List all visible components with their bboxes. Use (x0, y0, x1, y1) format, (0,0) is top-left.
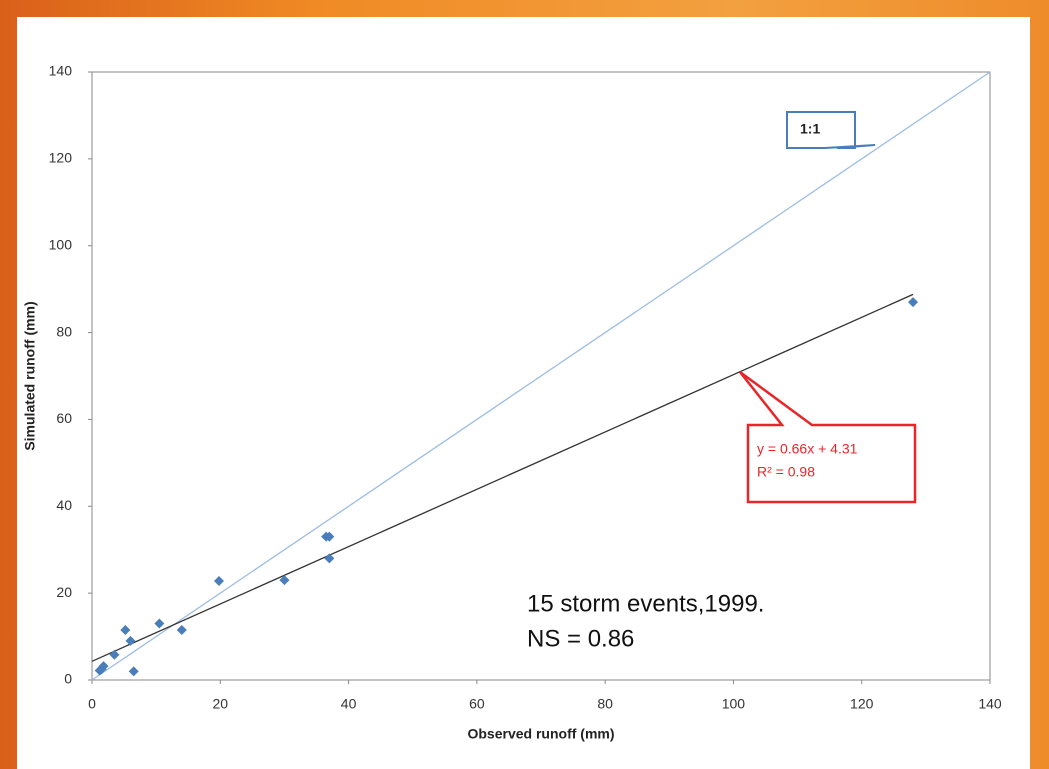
data-point (98, 661, 109, 672)
x-tick-label: 20 (212, 696, 228, 712)
data-point (214, 575, 225, 586)
reference-line (91, 71, 991, 681)
data-point (324, 531, 335, 542)
data-point (176, 625, 187, 636)
trend-r-squared: R² = 0.98 (757, 464, 815, 480)
plot-frame (91, 71, 991, 681)
data-point (128, 666, 139, 677)
y-tick-label: 120 (49, 150, 73, 166)
data-point (324, 553, 335, 564)
annotation: NS = 0.86 (527, 625, 634, 652)
x-tick-label: 60 (469, 696, 485, 712)
y-tick-label: 0 (64, 671, 72, 687)
x-axis-title: Observed runoff (mm) (467, 726, 614, 742)
y-tick-label: 60 (56, 410, 72, 426)
y-tick-label: 80 (56, 323, 72, 339)
data-point (279, 575, 290, 586)
x-tick-label: 40 (341, 696, 357, 712)
trend-callout (739, 370, 917, 504)
y-tick-label: 40 (56, 497, 72, 513)
y-tick-label: 140 (49, 63, 73, 79)
data-point (908, 297, 919, 308)
y-tick-label: 20 (56, 584, 72, 600)
chart: Observed runoff (mm) Simulated runoff (m… (22, 63, 1002, 742)
x-tick-label: 120 (850, 696, 874, 712)
annotation: 15 storm events,1999. (527, 590, 764, 617)
data-point (125, 635, 136, 646)
data-point (120, 625, 131, 636)
data-point (109, 649, 120, 660)
ref-callout (786, 111, 876, 149)
data-point (154, 618, 165, 629)
x-tick-label: 80 (597, 696, 613, 712)
slide-panel: Observed runoff (mm) Simulated runoff (m… (17, 17, 1030, 769)
x-tick-label: 100 (722, 696, 746, 712)
x-tick-label: 0 (88, 696, 96, 712)
x-tick-label: 140 (978, 696, 1002, 712)
trend-equation: y = 0.66x + 4.31 (757, 441, 858, 457)
y-tick-label: 100 (49, 236, 73, 252)
ref-callout-label: 1:1 (800, 121, 820, 137)
y-axis-title: Simulated runoff (mm) (22, 301, 38, 450)
trend-line (91, 293, 914, 662)
